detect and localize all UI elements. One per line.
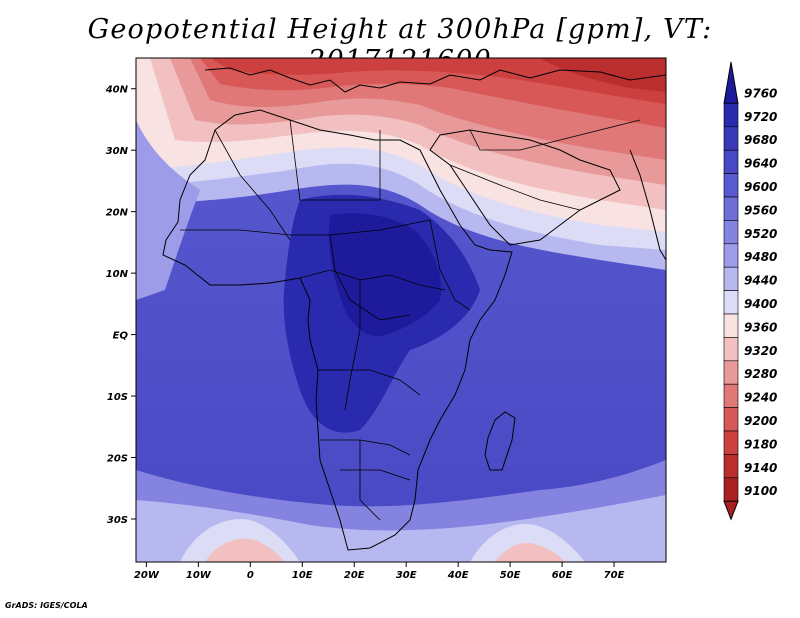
country-borders: [180, 119, 641, 521]
colorbar-label: 9680: [744, 133, 777, 147]
y-tick-label: 30S: [107, 515, 128, 526]
africa-coastline: [162, 109, 513, 551]
colorbar-swatch: [723, 454, 739, 479]
x-tick-label: 10W: [186, 570, 212, 581]
madagascar-coastline: [484, 411, 516, 471]
colorbar: 9760 9720 9680 9640 9600 9560 9520 9480 9440 9400…: [723, 61, 777, 521]
colorbar-label: 9520: [744, 227, 777, 241]
colorbar-label: 9280: [744, 367, 777, 381]
x-tick-label: 10E: [292, 570, 313, 581]
coastlines: [162, 67, 666, 551]
grads-credit: GrADS: IGES/COLA: [5, 601, 88, 610]
colorbar-swatch: [723, 430, 739, 455]
y-tick-label: 20S: [107, 454, 128, 465]
colorbar-swatch: [723, 313, 739, 338]
y-tick-label: 30N: [106, 146, 129, 157]
border-north-africa-2: [289, 119, 381, 201]
colorbar-swatch: [723, 383, 739, 408]
colorbar-label: 9640: [744, 157, 777, 171]
colorbar-label: 9100: [744, 484, 777, 498]
border-central-1: [299, 269, 446, 291]
colorbar-swatch: [723, 149, 739, 174]
border-central-3: [344, 280, 361, 411]
height-field: [136, 58, 666, 562]
colorbar-swatch: [723, 290, 739, 315]
europe-coastline: [204, 67, 666, 93]
colorbar-swatch: [723, 360, 739, 385]
x-tick-label: 30E: [396, 570, 417, 581]
contour-band-south-pink-west: [205, 538, 285, 562]
x-tick-label: 0: [247, 570, 254, 581]
colorbar-swatch: [723, 337, 739, 362]
colorbar-label: 9200: [744, 414, 777, 428]
border-south-1: [318, 369, 421, 396]
contour-band-interior-deeper: [328, 213, 442, 337]
x-axis: 20W 10W 0 10E 20E 30E 40E 50E 60E 70E: [134, 562, 625, 581]
x-tick-label: 50E: [500, 570, 521, 581]
border-south-3: [340, 469, 411, 481]
colorbar-label: 9400: [744, 297, 777, 311]
border-central-2: [329, 234, 411, 321]
contour-band-9140: [540, 58, 666, 92]
x-tick-label: 20E: [344, 570, 365, 581]
colorbar-top-arrow: [723, 61, 739, 104]
y-tick-label: 10N: [106, 269, 129, 280]
contour-band-west-light: [136, 120, 200, 300]
border-east-1: [429, 219, 471, 311]
map-frame: [135, 57, 667, 563]
y-tick-label: EQ: [113, 331, 129, 342]
colorbar-swatch: [723, 173, 739, 198]
colorbar-swatch: [723, 266, 739, 291]
colorbar-label: 9600: [744, 180, 777, 194]
y-tick-label: 20N: [106, 208, 129, 219]
y-tick-label: 40N: [105, 85, 129, 96]
colorbar-label: 9320: [744, 344, 777, 358]
colorbar-label: 9360: [744, 320, 777, 334]
colorbar-swatch: [723, 103, 739, 128]
contour-band-south-pink-east: [495, 542, 565, 562]
colorbar-swatch: [723, 407, 739, 432]
border-arabia-1: [449, 164, 581, 211]
border-middle-east: [469, 119, 641, 151]
y-axis: 40N 30N 20N 10N EQ 10S 20S 30S: [105, 85, 136, 526]
colorbar-label: 9240: [744, 391, 777, 405]
colorbar-swatch: [723, 196, 739, 221]
colorbar-swatch: [723, 243, 739, 268]
colorbar-label: 9480: [744, 250, 777, 264]
colorbar-label: 9140: [744, 461, 777, 475]
india-coastline: [629, 149, 666, 261]
border-south-4: [359, 440, 381, 521]
colorbar-label: 9760: [744, 86, 777, 100]
x-tick-label: 20W: [134, 570, 160, 581]
colorbar-bottom-arrow: [723, 500, 739, 521]
colorbar-label: 9180: [744, 437, 777, 451]
x-tick-label: 60E: [552, 570, 573, 581]
contour-band-9180: [210, 58, 666, 104]
colorbar-label: 9720: [744, 110, 777, 124]
colorbar-label: 9440: [744, 274, 777, 288]
arabia-coastline: [429, 129, 621, 246]
colorbar-swatch: [723, 220, 739, 245]
border-north-africa-1: [214, 129, 291, 241]
colorbar-label: 9560: [744, 203, 777, 217]
x-tick-label: 70E: [604, 570, 625, 581]
border-sahel: [180, 219, 431, 236]
y-tick-label: 10S: [107, 392, 128, 403]
colorbar-swatch: [723, 126, 739, 151]
x-tick-label: 40E: [447, 570, 469, 581]
colorbar-swatch: [723, 477, 739, 502]
border-south-2: [320, 439, 411, 456]
